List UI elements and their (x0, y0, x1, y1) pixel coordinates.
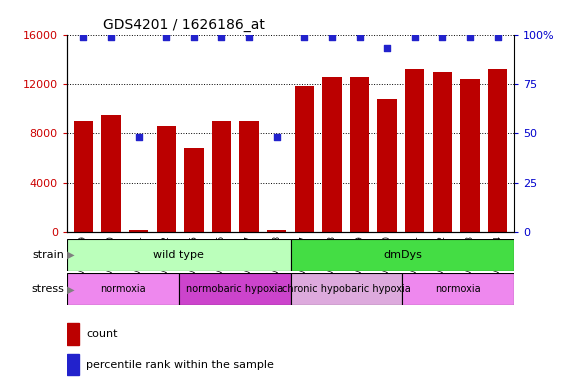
Text: normoxia: normoxia (100, 284, 146, 295)
Text: count: count (87, 329, 118, 339)
Bar (67, 239, 290, 271)
Bar (488, 69, 507, 232)
Bar (378, 99, 397, 232)
Bar (350, 76, 369, 232)
Bar (295, 86, 314, 232)
Bar (405, 69, 425, 232)
Point (79, 33, 88, 40)
Text: GDS4201 / 1626186_at: GDS4201 / 1626186_at (103, 18, 264, 32)
Text: dmDys: dmDys (383, 250, 422, 260)
Bar (460, 79, 480, 232)
Text: ▶: ▶ (64, 284, 74, 295)
Text: normobaric hypoxia: normobaric hypoxia (186, 284, 283, 295)
Bar (156, 126, 176, 232)
Bar (67, 354, 80, 375)
Point (217, 33, 226, 40)
Bar (239, 121, 259, 232)
Bar (129, 230, 148, 232)
Point (327, 33, 336, 40)
Bar (67, 273, 179, 305)
Text: normoxia: normoxia (435, 284, 481, 295)
Point (410, 33, 419, 40)
Bar (179, 273, 290, 305)
Point (355, 33, 364, 40)
Bar (290, 239, 514, 271)
Bar (101, 115, 121, 232)
Point (382, 45, 392, 51)
Point (245, 33, 254, 40)
Bar (212, 121, 231, 232)
Point (493, 33, 502, 40)
Point (189, 33, 199, 40)
Bar (403, 273, 514, 305)
Point (162, 33, 171, 40)
Point (465, 33, 475, 40)
Text: ▶: ▶ (64, 250, 74, 260)
Point (437, 33, 447, 40)
Text: chronic hypobaric hypoxia: chronic hypobaric hypoxia (282, 284, 411, 295)
Bar (67, 323, 80, 344)
Bar (184, 148, 203, 232)
Bar (322, 76, 342, 232)
Text: strain: strain (32, 250, 64, 260)
Point (134, 134, 144, 141)
Text: stress: stress (31, 284, 64, 295)
Bar (433, 72, 452, 232)
Bar (267, 230, 286, 232)
Text: wild type: wild type (153, 250, 204, 260)
Bar (74, 121, 93, 232)
Bar (290, 273, 403, 305)
Point (272, 134, 281, 141)
Point (300, 33, 309, 40)
Text: percentile rank within the sample: percentile rank within the sample (87, 360, 274, 370)
Point (106, 33, 116, 40)
